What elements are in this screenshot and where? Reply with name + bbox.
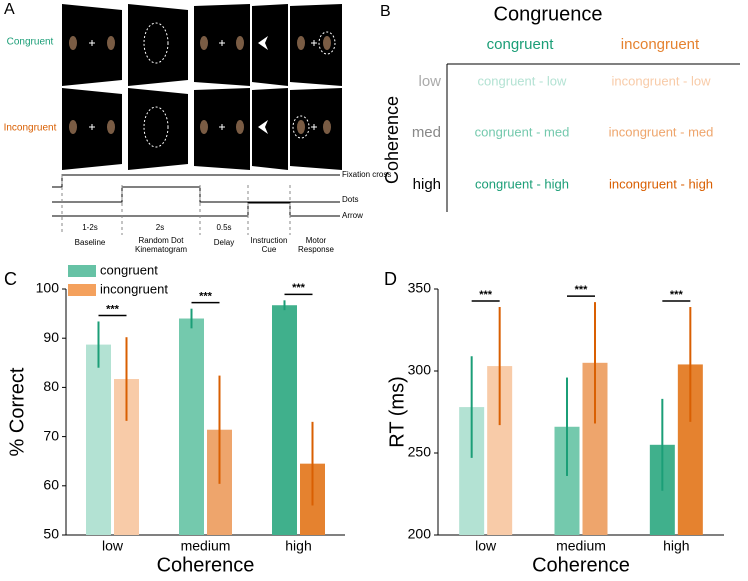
phase-box: Instruction Cue <box>250 236 288 254</box>
y-tick-label: 300 <box>408 362 432 378</box>
y-tick-label: 100 <box>36 280 60 296</box>
screens <box>62 4 342 170</box>
bar <box>272 305 297 535</box>
phase: Random Dot Kinematogram <box>134 236 188 254</box>
cell: incongruent - med <box>609 124 714 139</box>
row-label: Congruent <box>7 37 54 48</box>
cell: incongruent - low <box>612 73 712 88</box>
y-tick-label: 90 <box>43 329 59 345</box>
phase: Baseline <box>75 238 106 247</box>
cell: congruent - med <box>475 124 570 139</box>
phase: Delay <box>214 238 234 247</box>
screen <box>290 88 342 170</box>
legend-label: incongruent <box>100 281 168 296</box>
x-axis-label: Coherence <box>532 554 630 576</box>
panel-b: B Congruence congruent incongruent Coher… <box>380 3 740 212</box>
arrow <box>258 36 268 50</box>
timeline <box>52 174 340 235</box>
duration: 1-2s <box>82 223 98 232</box>
panel-label: C <box>4 269 17 289</box>
row-header: med <box>412 124 441 141</box>
significance-label: *** <box>106 303 120 315</box>
x-tick-label: low <box>102 538 124 554</box>
row-label: Incongruent <box>4 123 57 134</box>
significance-label: *** <box>479 289 493 301</box>
column-header: congruent <box>487 36 555 53</box>
screen <box>252 88 288 170</box>
duration: 0.5s <box>216 223 231 232</box>
duration: 2s <box>156 223 164 232</box>
legend-swatch <box>68 284 96 296</box>
y-tick-label: 250 <box>408 444 432 460</box>
y-tick-label: 70 <box>43 427 59 443</box>
significance-label: *** <box>575 284 589 296</box>
significance-label: *** <box>199 291 213 303</box>
phase: Motor Response <box>297 236 335 254</box>
table-title: Congruence <box>494 3 603 25</box>
y-tick-label: 200 <box>408 526 432 542</box>
fixation <box>89 40 317 130</box>
y-axis-label: RT (ms) <box>386 376 408 447</box>
y-tick-label: 60 <box>43 477 59 493</box>
panel-label: A <box>4 1 15 18</box>
signal-label: Arrow <box>342 211 363 220</box>
bar <box>179 318 204 535</box>
panel-label: B <box>380 3 391 20</box>
column-header: incongruent <box>621 36 700 53</box>
cell: congruent - high <box>475 176 569 191</box>
screen <box>128 4 188 86</box>
dots <box>143 22 169 64</box>
x-tick-label: high <box>663 538 689 554</box>
row-header: high <box>413 176 441 193</box>
targets <box>69 36 331 134</box>
screen <box>290 4 342 86</box>
row-header: low <box>418 73 441 90</box>
significance-label: *** <box>670 289 684 301</box>
y-axis-label: % Correct <box>6 367 28 456</box>
phase-box: Random Dot Kinematogram <box>134 236 188 254</box>
bar <box>86 344 111 535</box>
phase: Instruction Cue <box>250 236 288 254</box>
significance-label: *** <box>292 282 306 294</box>
y-tick-label: 350 <box>408 280 432 296</box>
x-tick-label: low <box>475 538 497 554</box>
panel-label: D <box>384 269 397 289</box>
screen <box>128 88 188 170</box>
y-tick-label: 80 <box>43 378 59 394</box>
y-tick-label: 50 <box>43 526 59 542</box>
signal-label: Dots <box>342 195 358 204</box>
panel-a: A Congruent Incongruent <box>4 1 392 254</box>
x-tick-label: medium <box>556 538 606 554</box>
cell: incongruent - high <box>609 176 713 191</box>
arrow <box>258 120 268 134</box>
x-axis-label: Coherence <box>157 554 255 576</box>
screen <box>252 4 288 86</box>
response <box>292 115 310 139</box>
dots <box>143 106 169 148</box>
response <box>318 31 336 55</box>
x-tick-label: high <box>285 538 311 554</box>
legend-label: congruent <box>100 262 158 277</box>
x-tick-label: medium <box>181 538 231 554</box>
row-title: Coherence <box>382 96 402 184</box>
legend-swatch <box>68 265 96 277</box>
cell: congruent - low <box>478 73 567 88</box>
phase-box: Motor Response <box>297 236 335 254</box>
signal-label: Fixation cross <box>342 170 391 179</box>
